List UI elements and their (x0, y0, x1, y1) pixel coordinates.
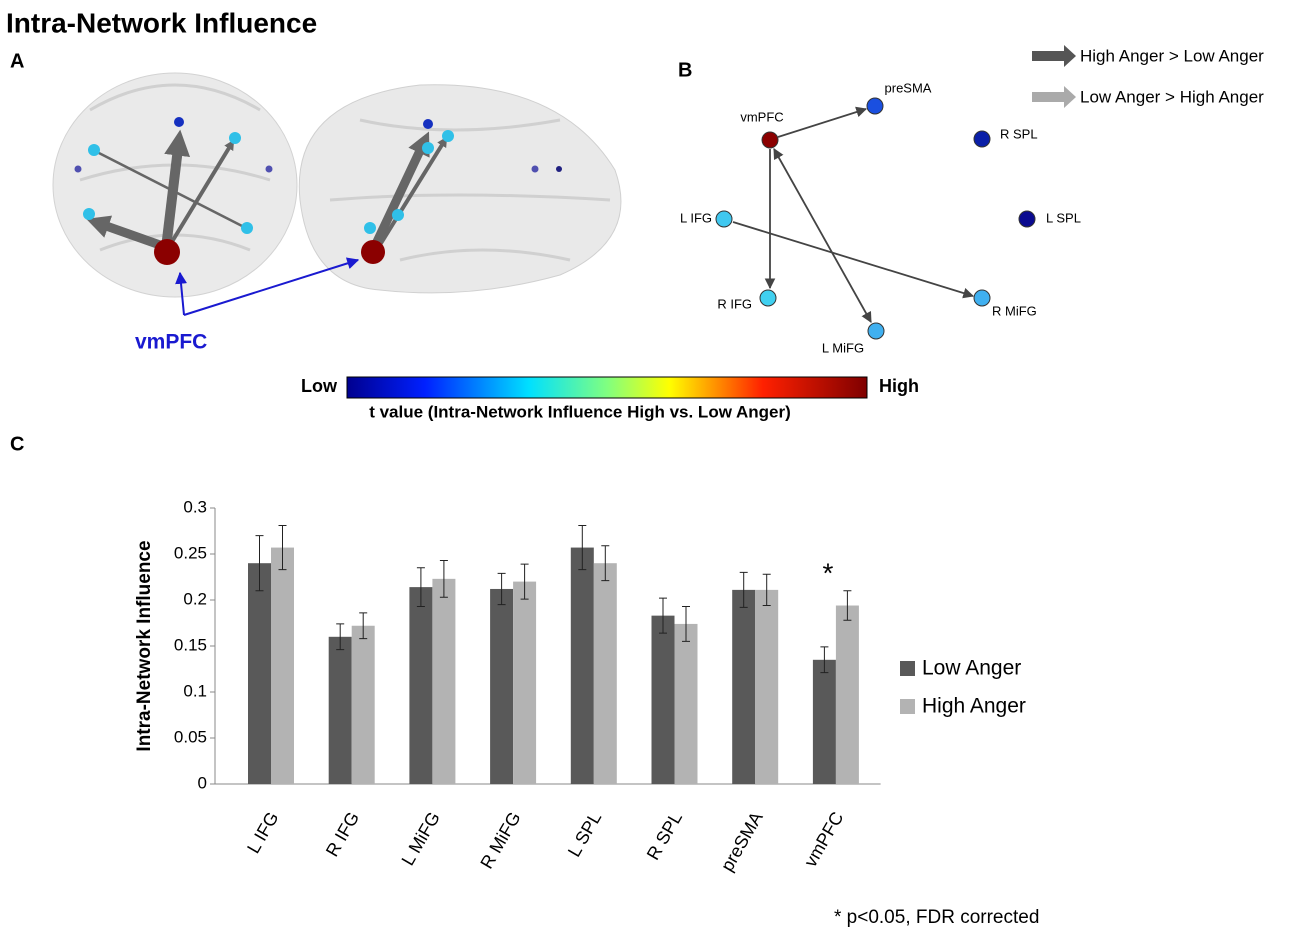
error-bar (439, 559, 448, 598)
node-label: preSMA (885, 80, 932, 95)
error-bar (578, 524, 587, 571)
error-bar (843, 590, 852, 621)
brain-side (298, 84, 622, 294)
colorbar-low: Low (301, 376, 338, 396)
x-tick-label: R MiFG (476, 808, 524, 872)
colorbar (346, 376, 868, 399)
legend-swatch (900, 661, 915, 676)
bar (513, 581, 537, 784)
node-label: L SPL (1046, 210, 1081, 225)
node-label: L IFG (680, 210, 712, 225)
title: Intra-Network Influence (6, 7, 317, 38)
y-tick-label: 0.25 (174, 543, 207, 562)
legend-label: Low Anger (922, 657, 1021, 680)
error-bar (336, 623, 345, 651)
vmpfc-pointer (175, 257, 360, 316)
network-node (973, 130, 991, 148)
network-node (1018, 210, 1036, 228)
bar-chart: 0 0.05 0.1 0.15 0.2 0.25 0.3 Intra-Network Infl… (134, 497, 1039, 928)
node-label: L MiFG (822, 340, 864, 355)
y-tick-label: 0 (198, 773, 207, 792)
y-tick-label: 0.15 (174, 635, 207, 654)
x-tick-label: R IFG (322, 808, 363, 860)
network-node (866, 97, 884, 115)
network-node (867, 322, 885, 340)
bar (432, 578, 456, 784)
bar (755, 589, 779, 784)
error-bar (497, 572, 506, 606)
bar (409, 587, 433, 784)
bar (732, 589, 756, 784)
network: vmPFC preSMA R SPL L IFG L SPL R IFG R MiFG L M… (680, 80, 1081, 355)
legend-arrow (1032, 45, 1076, 67)
bar (593, 563, 617, 784)
x-tick-label: L IFG (243, 808, 282, 856)
node-label: R IFG (717, 296, 752, 311)
bar (674, 623, 698, 784)
panel-label: C (10, 433, 24, 455)
footnote: * p<0.05, FDR corrected (834, 907, 1039, 928)
node-label: R MiFG (992, 303, 1037, 318)
network-node (761, 131, 779, 149)
bar (351, 625, 375, 784)
bar (248, 563, 271, 784)
error-bar (255, 535, 264, 592)
error-bar (659, 597, 667, 634)
error-bar (278, 524, 287, 571)
y-tick-label: 0.2 (183, 589, 207, 608)
network-node (715, 210, 733, 228)
panel-label: B (678, 59, 692, 81)
y-axis-label: Intra-Network Influence (134, 540, 155, 751)
error-bar (601, 545, 610, 582)
error-bar (739, 571, 748, 608)
colorbar-high: High (879, 376, 919, 396)
bar (651, 615, 675, 784)
bar (490, 588, 514, 784)
x-tick-label: L SPL (564, 808, 606, 860)
error-bar (359, 612, 368, 640)
network-edges (732, 106, 975, 323)
legend-label: High Anger (922, 695, 1026, 718)
bar (328, 636, 352, 784)
error-bar (762, 573, 771, 607)
legend-swatch (900, 699, 915, 714)
error-bar (682, 605, 690, 642)
legend-text: Low Anger > High Anger (1080, 87, 1264, 106)
error-bar (416, 567, 425, 607)
y-tick-label: 0.05 (174, 727, 207, 746)
network-node (759, 289, 777, 307)
y-tick-label: 0.1 (183, 681, 207, 700)
bar (271, 547, 294, 784)
bar (812, 659, 836, 784)
bar (570, 547, 594, 784)
error-bar (820, 646, 829, 674)
panel-label: A (10, 50, 24, 72)
bar (835, 605, 859, 784)
y-tick-label: 0.3 (183, 497, 207, 516)
node-label: R SPL (1000, 126, 1038, 141)
legend-arrow (1032, 86, 1076, 108)
x-tick-label: vmPFC (800, 808, 847, 870)
colorbar-caption: t value (Intra-Network Influence High vs… (369, 402, 791, 421)
brain-front (52, 72, 298, 298)
legend-text: High Anger > Low Anger (1080, 46, 1264, 65)
brain-label: vmPFC (135, 331, 207, 354)
x-tick-label: R SPL (643, 808, 686, 863)
node-label: vmPFC (740, 109, 783, 124)
x-tick-label: preSMA (717, 808, 767, 874)
network-node (973, 289, 991, 307)
x-tick-label: L MiFG (397, 808, 443, 869)
annotation: * (822, 557, 833, 588)
error-bar (520, 563, 529, 600)
